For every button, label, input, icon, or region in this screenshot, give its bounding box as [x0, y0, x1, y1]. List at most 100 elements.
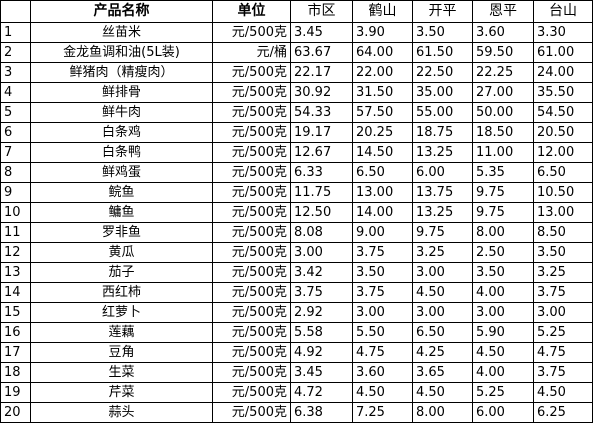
table-body: 产品名称 单位 市区 鹤山 开平 恩平 台山 1 丝苗米 元/500克 3.45 3.90 3.50 3.… — [0, 0, 593, 423]
price: 12.67 — [290, 142, 353, 163]
price: 4.25 — [412, 342, 473, 363]
price: 63.67 — [290, 42, 353, 63]
price: 54.50 — [533, 102, 593, 123]
data-row: 18 生菜 元/500克 3.45 3.60 3.65 4.00 3.75 — [0, 362, 593, 383]
price: 6.50 — [533, 162, 593, 183]
price: 4.50 — [533, 382, 593, 403]
data-row: 11 罗非鱼 元/500克 8.08 9.00 9.75 8.00 8.50 — [0, 222, 593, 243]
unit: 元/500克 — [212, 202, 291, 223]
data-row: 1 丝苗米 元/500克 3.45 3.90 3.50 3.60 3.30 — [0, 22, 593, 43]
row-index: 18 — [0, 362, 31, 383]
price: 5.25 — [533, 322, 593, 343]
price: 6.00 — [412, 162, 473, 183]
price: 55.00 — [412, 102, 473, 123]
product-name: 西红柿 — [30, 282, 213, 303]
price: 13.00 — [533, 202, 593, 223]
price: 22.50 — [412, 62, 473, 83]
row-index: 14 — [0, 282, 31, 303]
price: 6.50 — [412, 322, 473, 343]
price: 4.72 — [290, 382, 353, 403]
row-index: 4 — [0, 82, 31, 103]
price: 3.50 — [533, 242, 593, 263]
row-index: 17 — [0, 342, 31, 363]
data-row: 14 西红柿 元/500克 3.75 3.75 4.50 4.00 3.75 — [0, 282, 593, 303]
header-cell — [0, 0, 31, 23]
price: 13.25 — [412, 202, 473, 223]
price: 61.50 — [412, 42, 473, 63]
price: 10.50 — [533, 182, 593, 203]
data-row: 20 蒜头 元/500克 6.38 7.25 8.00 6.00 6.25 — [0, 402, 593, 423]
price: 11.00 — [472, 142, 534, 163]
price: 27.00 — [472, 82, 534, 103]
price: 3.00 — [412, 262, 473, 283]
price: 8.00 — [472, 222, 534, 243]
price: 57.50 — [352, 102, 413, 123]
price: 50.00 — [472, 102, 534, 123]
data-row: 6 白条鸡 元/500克 19.17 20.25 18.75 18.50 20.50 — [0, 122, 593, 143]
row-index: 13 — [0, 262, 31, 283]
price: 31.50 — [352, 82, 413, 103]
data-row: 19 芹菜 元/500克 4.72 4.50 4.50 5.25 4.50 — [0, 382, 593, 403]
data-row: 17 豆角 元/500克 4.92 4.75 4.25 4.50 4.75 — [0, 342, 593, 363]
row-index: 6 — [0, 122, 31, 143]
unit: 元/500克 — [212, 62, 291, 83]
product-name: 鳙鱼 — [30, 202, 213, 223]
price: 12.50 — [290, 202, 353, 223]
price: 19.17 — [290, 122, 353, 143]
header-row: 产品名称 单位 市区 鹤山 开平 恩平 台山 — [0, 0, 593, 23]
product-name: 白条鸭 — [30, 142, 213, 163]
price: 4.50 — [472, 342, 534, 363]
price: 4.50 — [412, 382, 473, 403]
price: 6.38 — [290, 402, 353, 423]
row-index: 20 — [0, 402, 31, 423]
data-row: 8 鲜鸡蛋 元/500克 6.33 6.50 6.00 5.35 6.50 — [0, 162, 593, 183]
price: 3.45 — [290, 22, 353, 43]
row-index: 1 — [0, 22, 31, 43]
price: 18.75 — [412, 122, 473, 143]
price: 4.50 — [352, 382, 413, 403]
price: 3.00 — [412, 302, 473, 323]
price: 9.75 — [412, 222, 473, 243]
price: 9.75 — [472, 202, 534, 223]
price: 3.25 — [412, 242, 473, 263]
price: 6.50 — [352, 162, 413, 183]
row-index: 3 — [0, 62, 31, 83]
price: 6.33 — [290, 162, 353, 183]
product-name: 豆角 — [30, 342, 213, 363]
data-row: 5 鲜牛肉 元/500克 54.33 57.50 55.00 50.00 54.50 — [0, 102, 593, 123]
price: 22.17 — [290, 62, 353, 83]
price: 3.75 — [290, 282, 353, 303]
price: 5.25 — [472, 382, 534, 403]
price-table: 产品名称 单位 市区 鹤山 开平 恩平 台山 1 丝苗米 元/500克 3.45 3.90 3.50 3.… — [0, 0, 593, 423]
price: 3.45 — [290, 362, 353, 383]
product-name: 鲜牛肉 — [30, 102, 213, 123]
unit: 元/500克 — [212, 82, 291, 103]
price: 3.75 — [533, 282, 593, 303]
data-row: 13 茄子 元/500克 3.42 3.50 3.00 3.50 3.25 — [0, 262, 593, 283]
price: 14.50 — [352, 142, 413, 163]
price: 4.00 — [472, 362, 534, 383]
product-name: 罗非鱼 — [30, 222, 213, 243]
price: 4.92 — [290, 342, 353, 363]
unit: 元/500克 — [212, 222, 291, 243]
unit: 元/500克 — [212, 382, 291, 403]
price: 3.25 — [533, 262, 593, 283]
price: 3.65 — [412, 362, 473, 383]
unit: 元/500克 — [212, 402, 291, 423]
product-name: 金龙鱼调和油(5L装) — [30, 42, 213, 63]
price: 3.50 — [472, 262, 534, 283]
price: 35.00 — [412, 82, 473, 103]
product-name: 鲜鸡蛋 — [30, 162, 213, 183]
header-cell: 台山 — [533, 0, 593, 23]
price: 4.75 — [352, 342, 413, 363]
header-cell: 鹤山 — [352, 0, 413, 23]
row-index: 10 — [0, 202, 31, 223]
price: 5.35 — [472, 162, 534, 183]
data-row: 4 鲜排骨 元/500克 30.92 31.50 35.00 27.00 35.50 — [0, 82, 593, 103]
price: 3.50 — [412, 22, 473, 43]
header-cell: 恩平 — [472, 0, 534, 23]
price: 2.50 — [472, 242, 534, 263]
data-row: 3 鲜猪肉（精瘦肉） 元/500克 22.17 22.00 22.50 22.25 24.00 — [0, 62, 593, 83]
header-cell: 开平 — [412, 0, 473, 23]
